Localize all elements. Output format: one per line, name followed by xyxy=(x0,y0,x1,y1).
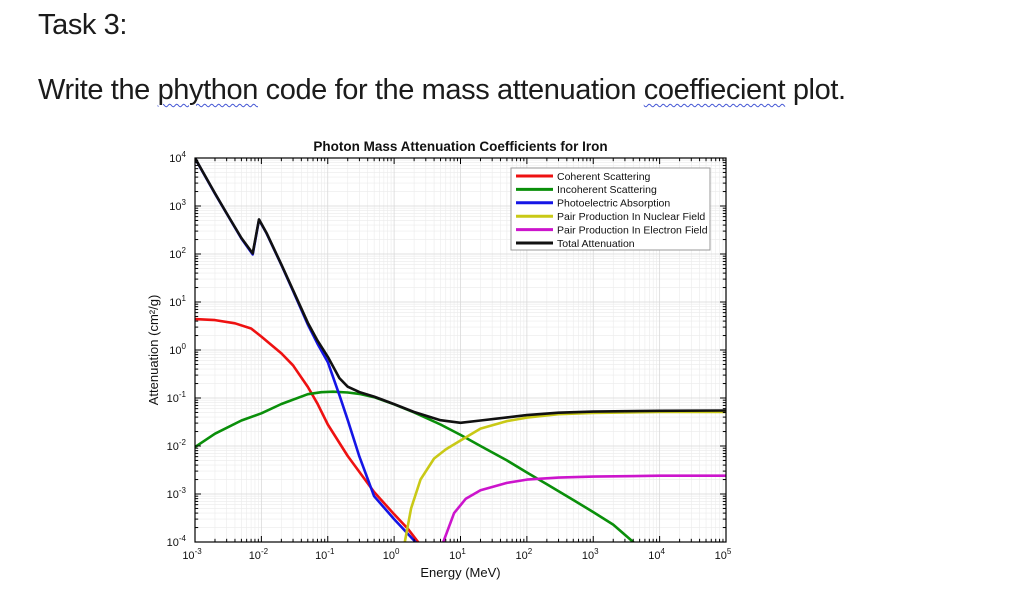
legend-item-coherent-scattering: Coherent Scattering xyxy=(516,171,651,183)
misspelled-word: phython xyxy=(157,74,259,106)
legend-item-total-attenuation: Total Attenuation xyxy=(516,238,635,250)
y-tick-label: 10-3 xyxy=(167,486,187,501)
legend-label: Incoherent Scattering xyxy=(557,184,657,196)
x-tick-label: 10-3 xyxy=(182,547,202,562)
x-tick-label: 102 xyxy=(516,547,533,562)
sentence-text: Write the xyxy=(38,74,158,106)
y-tick-label: 102 xyxy=(169,246,186,261)
x-tick-label: 101 xyxy=(449,547,466,562)
legend-box xyxy=(510,167,711,251)
legend-label: Pair Production In Nuclear Field xyxy=(557,211,705,223)
series-pair-production-in-electron-field xyxy=(442,474,726,542)
sentence-text: plot. xyxy=(785,74,846,106)
legend-label: Coherent Scattering xyxy=(557,171,651,183)
x-tick-label: 10-2 xyxy=(249,547,269,562)
sentence-text: code for the mass attenuation xyxy=(257,74,644,106)
x-tick-label: 103 xyxy=(582,547,599,562)
y-tick-label: 10-1 xyxy=(167,390,187,405)
y-tick-label: 10-4 xyxy=(167,534,187,549)
x-tick-label: 10-1 xyxy=(315,547,335,562)
task-sentence: Write the phython code for the mass atte… xyxy=(38,74,846,107)
y-tick-label: 104 xyxy=(169,150,186,165)
misspelled-word: coeffiecient xyxy=(643,74,786,106)
chart-title: Photon Mass Attenuation Coefficients for… xyxy=(313,139,607,154)
legend-label: Pair Production In Electron Field xyxy=(557,224,708,236)
task-heading: Task 3: xyxy=(38,9,128,41)
x-tick-label: 100 xyxy=(383,547,400,562)
legend-item-incoherent-scattering: Incoherent Scattering xyxy=(516,184,657,196)
y-axis-label: Attenuation (cm²/g) xyxy=(146,295,161,406)
y-tick-label: 101 xyxy=(169,294,186,309)
x-axis-label: Energy (MeV) xyxy=(420,565,500,580)
y-tick-label: 10-2 xyxy=(167,438,187,453)
legend-label: Photoelectric Absorption xyxy=(557,198,670,210)
series-total-attenuation xyxy=(195,158,726,425)
y-tick-label: 100 xyxy=(169,342,186,357)
legend-item-pair-production-in-nuclear-field: Pair Production In Nuclear Field xyxy=(516,211,705,223)
series-coherent-scattering xyxy=(195,317,420,542)
legend-item-pair-production-in-electron-field: Pair Production In Electron Field xyxy=(516,224,708,236)
x-tick-label: 104 xyxy=(648,547,665,562)
y-tick-label: 103 xyxy=(169,198,186,213)
legend-label: Total Attenuation xyxy=(557,238,635,250)
legend-item-photoelectric-absorption: Photoelectric Absorption xyxy=(516,198,670,210)
x-tick-label: 105 xyxy=(715,547,732,562)
